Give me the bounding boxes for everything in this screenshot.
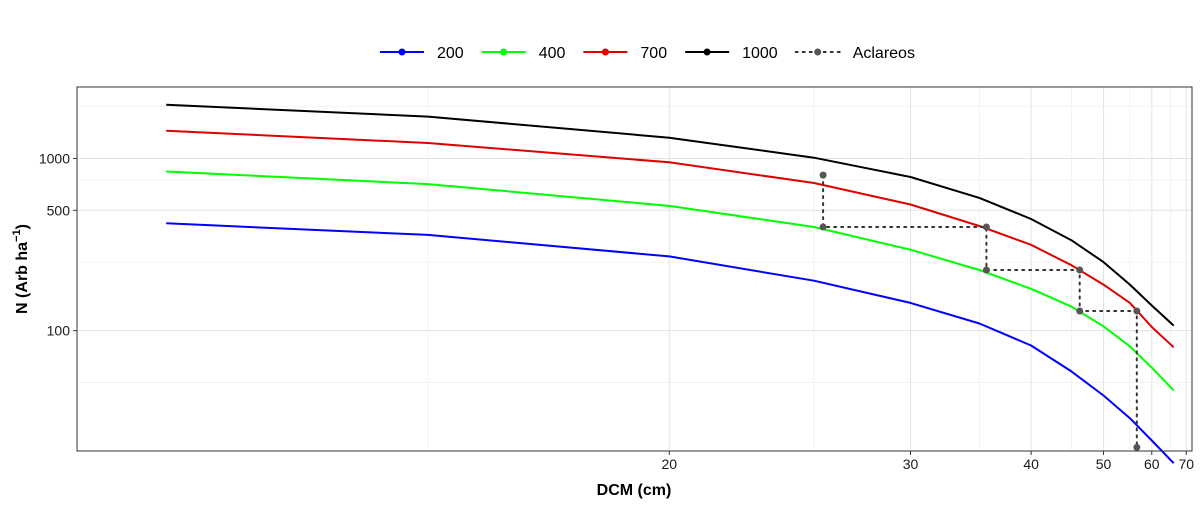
y-tick-label: 100 [47,323,71,339]
legend-key-point [398,48,406,56]
legend-key-point [500,48,508,56]
thinning-line [822,174,1138,449]
legend-item-1000: 1000 [685,45,778,62]
thinning-point [819,171,827,179]
x-axis: 20 30 40 50 60 70 [661,451,1194,472]
y-axis-title-main: N (Arb ha [14,242,31,314]
series-line-400 [166,170,1175,392]
thinning-point [982,266,990,274]
x-tick-label: 40 [1023,456,1039,472]
legend-label: 400 [539,45,566,62]
legend-label: 700 [640,45,667,62]
y-tick-label: 500 [47,202,71,218]
series-layer [166,103,1175,464]
series-line-1000 [166,103,1175,327]
x-tick-label: 20 [661,456,677,472]
thinning-point [1133,307,1141,315]
x-tick-label: 60 [1144,456,1160,472]
legend-item-400: 400 [481,45,566,62]
legend-item-Aclareos: Aclareos [794,45,915,62]
thinning-point [1076,307,1084,315]
legend-key-point [601,48,609,56]
plot-panel [77,87,1192,451]
thinning-point [982,223,990,231]
x-axis-title: DCM (cm) [597,482,672,499]
legend-key-point [814,48,822,56]
thinning-point [819,223,827,231]
y-tick-label: 1000 [39,150,70,166]
thinning-layer [819,171,1141,451]
plot-border [76,86,1193,452]
legend: 200 400 700 1000 Aclareos [380,45,915,62]
thinning-point [1076,266,1084,274]
y-axis-title-close: ) [14,224,31,229]
legend-label: 200 [437,45,464,62]
legend-item-700: 700 [583,45,667,62]
y-axis-title: N (Arb ha−1) [11,224,31,314]
series-line-200 [166,222,1175,464]
legend-label: Aclareos [853,45,915,62]
series-line-700 [166,129,1175,349]
thinning-point [1133,443,1141,451]
x-tick-label: 30 [903,456,919,472]
legend-key-point [703,48,711,56]
legend-item-200: 200 [380,45,464,62]
x-tick-label: 70 [1178,456,1194,472]
y-axis-title-superscript: −1 [11,229,23,242]
x-tick-label: 50 [1096,456,1112,472]
legend-label: 1000 [742,45,778,62]
y-axis: 100 500 1000 [39,150,77,339]
